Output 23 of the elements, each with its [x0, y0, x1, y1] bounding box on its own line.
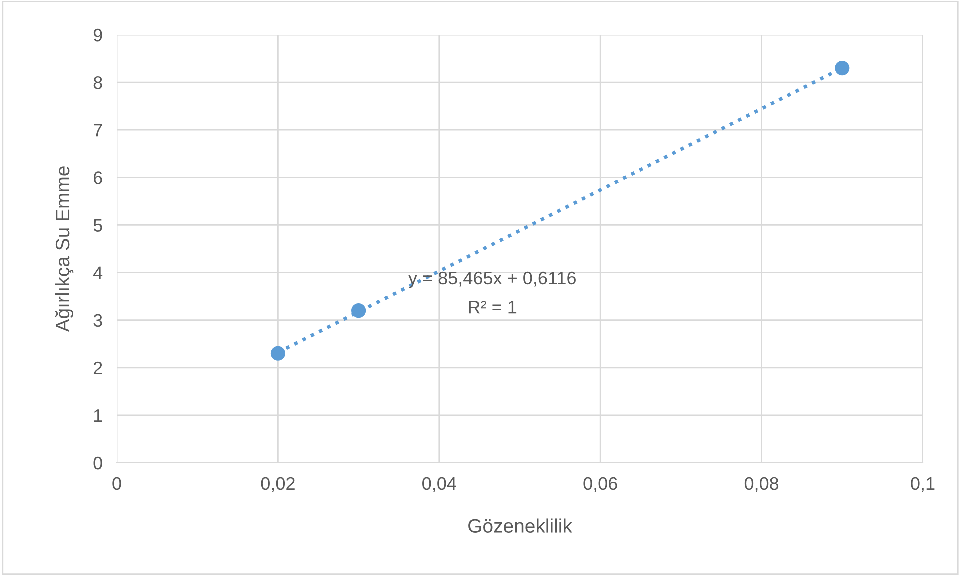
x-tick-label: 0,1	[911, 477, 935, 492]
annotation: y = 85,465x + 0,6116	[408, 272, 576, 288]
y-tick-label: 5	[94, 219, 102, 232]
y-axis-title: Ağırlıkça Su Emme	[55, 166, 74, 332]
y-tick-label: 0	[94, 456, 102, 470]
y-tick-label: 2	[94, 362, 102, 374]
x-tick-label: 0,06	[584, 477, 618, 492]
annotation: R² = 1	[469, 301, 517, 314]
x-tick-label: 0,08	[744, 477, 779, 492]
x-tick-label: 0	[112, 477, 122, 490]
y-tick-label: 6	[94, 172, 102, 184]
point	[270, 346, 286, 361]
x-tick-label: 0,04	[422, 477, 456, 492]
y-tick-label: 7	[94, 124, 102, 137]
x-axis-title: Gözeneklilik	[468, 518, 572, 534]
y-tick-label: 4	[93, 266, 103, 280]
point	[835, 61, 850, 76]
x-tick-label: 0,02	[261, 477, 295, 492]
y-tick-label: 3	[94, 314, 102, 328]
y-tick-label: 8	[94, 76, 102, 90]
point	[352, 304, 366, 318]
y-tick-label: 1	[94, 410, 102, 422]
y-tick-label: 9	[94, 28, 102, 42]
